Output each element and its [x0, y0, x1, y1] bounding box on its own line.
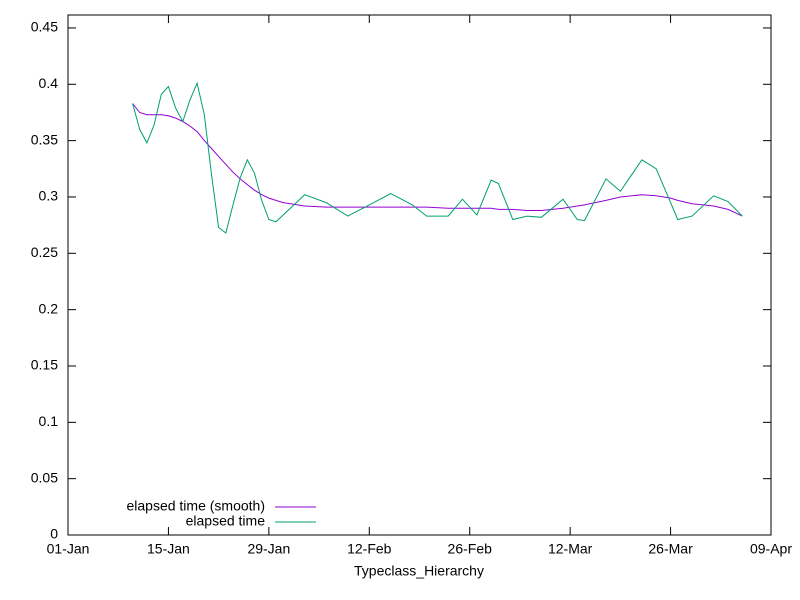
y-tick-label: 0.15 [31, 357, 58, 373]
y-tick-label: 0.2 [39, 300, 59, 316]
x-tick-label: 01-Jan [47, 541, 90, 557]
x-tick-label: 26-Feb [448, 541, 493, 557]
plot-frame [67, 14, 772, 536]
x-tick-label: 12-Mar [548, 541, 593, 557]
y-tick-label: 0.05 [31, 469, 58, 485]
y-tick-label: 0.4 [39, 75, 59, 91]
y-tick-label: 0.1 [39, 413, 59, 429]
x-tick-label: 09-Apr [750, 541, 792, 557]
data-line [132, 81, 743, 234]
legend-label: elapsed time [186, 513, 266, 529]
data-line [132, 103, 743, 217]
x-axis-label: Typeclass_Hierarchy [354, 563, 484, 579]
y-tick-label: 0.3 [39, 188, 59, 204]
y-tick-label: 0.35 [31, 131, 58, 147]
x-tick-label: 26-Mar [648, 541, 693, 557]
y-tick-label: 0 [50, 526, 58, 542]
y-tick-label: 0.25 [31, 244, 58, 260]
x-tick-label: 12-Feb [347, 541, 392, 557]
legend-label: elapsed time (smooth) [126, 498, 265, 514]
x-tick-label: 15-Jan [147, 541, 190, 557]
y-tick-label: 0.45 [31, 19, 58, 35]
x-tick-label: 29-Jan [247, 541, 290, 557]
